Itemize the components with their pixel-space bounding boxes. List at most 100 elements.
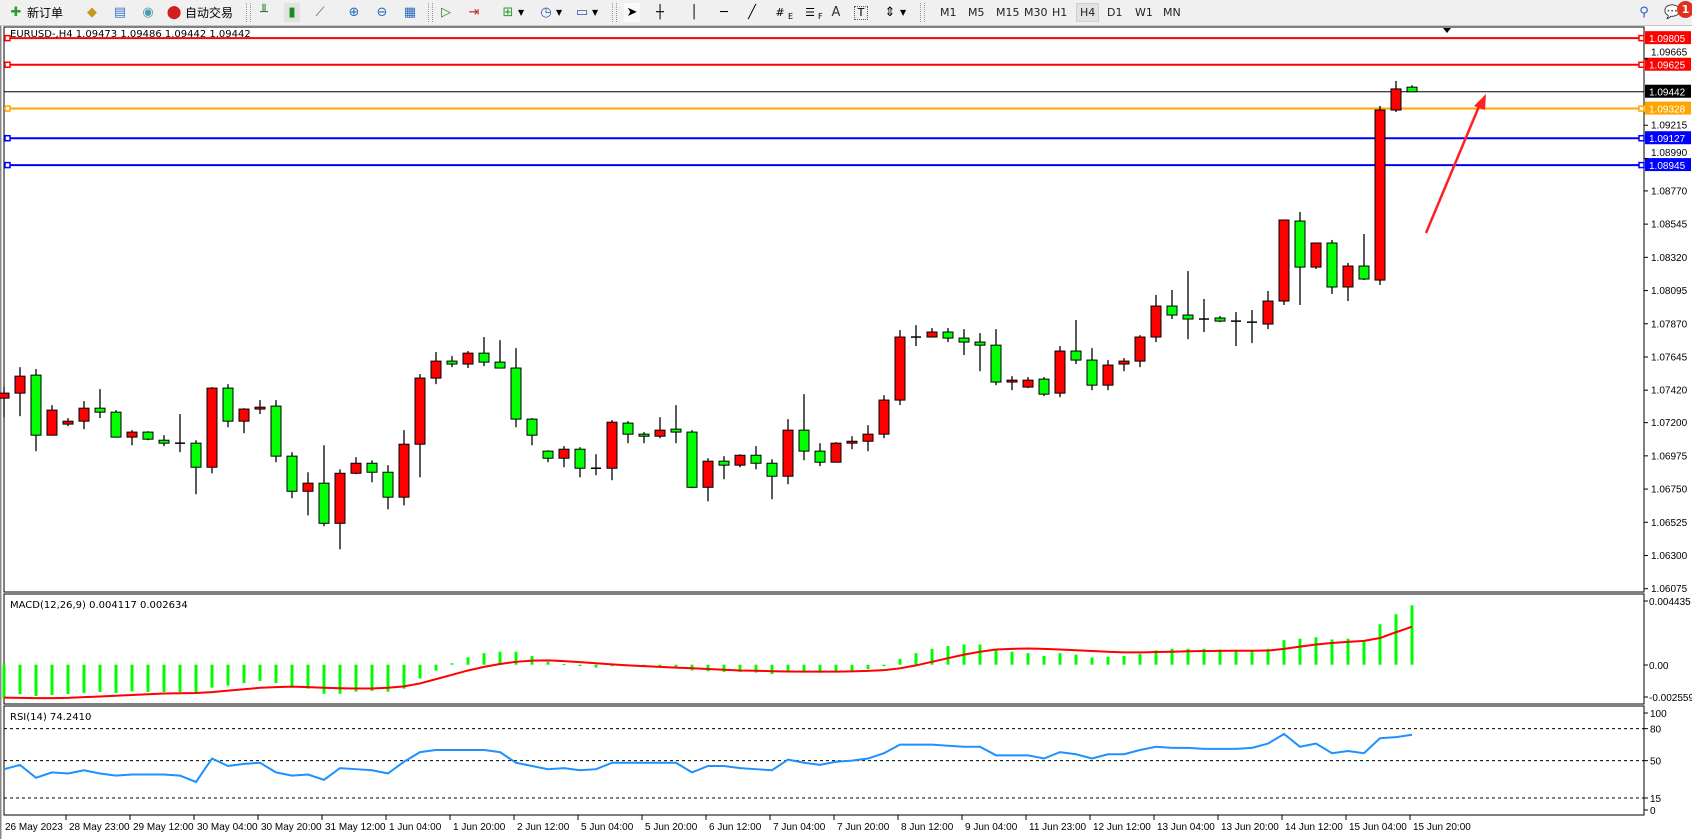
candle <box>0 387 10 418</box>
rsi-axis-label: 0 <box>1650 806 1656 817</box>
level-handle[interactable] <box>1638 134 1645 142</box>
timeframe-h4[interactable]: H4 <box>1076 3 1100 22</box>
arrows-button[interactable]: ⇕ ▼ <box>882 3 907 22</box>
arrow-annotation-line[interactable] <box>1424 103 1482 234</box>
macd-histogram-bar <box>258 664 262 682</box>
search-button[interactable]: ⚲ <box>1636 3 1652 22</box>
timeframe-w1[interactable]: W1 <box>1135 6 1153 19</box>
text-button[interactable]: A <box>828 3 844 22</box>
timeframe-m15[interactable]: M15 <box>996 6 1020 19</box>
horizontal-line-button[interactable]: ─ <box>716 3 732 22</box>
tile-windows-button[interactable]: ▦ <box>402 3 418 22</box>
macd-histogram-bar <box>274 664 278 684</box>
vertical-line-button[interactable]: │ <box>686 3 702 22</box>
timeframe-h1[interactable]: H1 <box>1052 6 1068 19</box>
auto-trading-button[interactable]: ⬤ 自动交易 <box>166 3 233 22</box>
candle <box>1102 360 1114 391</box>
new-order-icon: ✚ <box>10 4 22 20</box>
bar-chart-button[interactable]: ╨ <box>256 3 272 22</box>
candle-body <box>670 428 682 433</box>
candle-body <box>110 411 122 438</box>
macd-histogram-bar <box>162 664 166 692</box>
candle <box>1358 234 1370 281</box>
timeframe-m30[interactable]: M30 <box>1024 6 1048 19</box>
level-handle[interactable] <box>4 61 11 68</box>
level-handle[interactable] <box>4 34 11 42</box>
text-label-button[interactable]: T <box>854 3 868 22</box>
crosshair-button[interactable]: ┼ <box>652 3 668 22</box>
candle <box>990 329 1002 386</box>
level-handle[interactable] <box>1638 161 1645 169</box>
new-order-button[interactable]: ✚ 新订单 <box>8 3 63 22</box>
time-axis-label: 2 Jun 12:00 <box>517 822 570 833</box>
line-chart-button[interactable]: ⟋ <box>312 3 328 22</box>
level-handle[interactable] <box>4 161 11 169</box>
timeframe-mn[interactable]: MN <box>1163 6 1181 19</box>
level-handle[interactable] <box>1638 105 1645 112</box>
macd-pane <box>3 593 1645 705</box>
cursor-button[interactable]: ➤ <box>624 3 640 22</box>
zoom-out-button[interactable]: ⊖ <box>374 3 390 22</box>
candle-body <box>254 406 266 410</box>
level-price-tag <box>1645 57 1691 71</box>
indicators-icon: ⊞ <box>502 4 514 20</box>
macd-label: MACD(12,26,9) 0.004117 0.002634 <box>10 600 188 611</box>
macd-histogram-bar <box>802 664 806 672</box>
level-handle[interactable] <box>4 105 11 112</box>
channel-label: E <box>788 12 794 21</box>
indicators-button[interactable]: ⊞ ▼ <box>500 3 525 22</box>
timeframe-m5[interactable]: M5 <box>968 6 985 19</box>
level-handle[interactable] <box>1638 61 1645 68</box>
chart-shift-button[interactable]: ⇥ <box>466 3 482 22</box>
candle-body <box>494 361 506 369</box>
signals-button[interactable]: ◉ <box>140 3 156 22</box>
time-axis-label: 5 Jun 20:00 <box>645 822 698 833</box>
timeframe-m1[interactable]: M1 <box>940 6 957 19</box>
arrow-head-icon <box>1474 94 1486 110</box>
level-handle[interactable] <box>1638 34 1645 42</box>
equidistant-channel-button[interactable]: # E <box>772 3 793 22</box>
market-watch-button[interactable]: ◆ <box>84 3 100 22</box>
macd-histogram-bar <box>1186 648 1190 665</box>
candle <box>702 458 714 502</box>
candle-body <box>14 375 26 394</box>
signals-icon: ◉ <box>142 4 154 20</box>
candle-body <box>366 462 378 473</box>
macd-histogram-bar <box>1234 650 1238 665</box>
candle-body <box>1262 300 1274 325</box>
macd-histogram-bar <box>322 664 326 694</box>
chevron-down-icon: ▼ <box>592 8 599 17</box>
templates-button[interactable]: ▭ ▼ <box>574 3 598 22</box>
candle <box>1342 262 1354 302</box>
candle <box>734 454 746 468</box>
candlestick-button[interactable]: ▮ <box>284 3 300 22</box>
periods-button[interactable]: ◷ ▼ <box>538 3 562 22</box>
candle <box>1406 85 1418 93</box>
candle-body <box>638 433 650 437</box>
chart-shift-marker-icon[interactable] <box>1443 28 1451 33</box>
macd-axis-label: 0.004435 <box>1649 597 1691 608</box>
candle-body <box>46 409 58 436</box>
zoom-in-button[interactable]: ⊕ <box>346 3 362 22</box>
timeframe-d1[interactable]: D1 <box>1107 6 1123 19</box>
candle <box>238 408 250 434</box>
notifications-button[interactable]: 💬 <box>1664 3 1680 22</box>
candle-body <box>766 462 778 477</box>
macd-histogram-bar <box>178 664 182 692</box>
auto-scroll-button[interactable]: ▷ <box>438 3 454 22</box>
time-axis-label: 15 Jun 04:00 <box>1349 822 1407 833</box>
price-axis-label: 1.06525 <box>1651 518 1688 529</box>
main-chart-pane <box>3 26 1645 593</box>
navigator-button[interactable]: ▤ <box>112 3 128 22</box>
level-price-label: 1.09328 <box>1649 105 1686 116</box>
level-handle[interactable] <box>4 134 11 142</box>
candle <box>846 436 858 450</box>
bar-chart-icon: ╨ <box>260 4 268 20</box>
time-axis-label: 28 May 23:00 <box>69 822 130 833</box>
fibonacci-button[interactable]: ☰ F <box>802 3 823 22</box>
market-watch-icon: ◆ <box>87 4 97 20</box>
candle <box>830 442 842 463</box>
level-price-label: 1.08945 <box>1649 161 1686 172</box>
trendline-button[interactable]: ╱ <box>744 3 760 22</box>
